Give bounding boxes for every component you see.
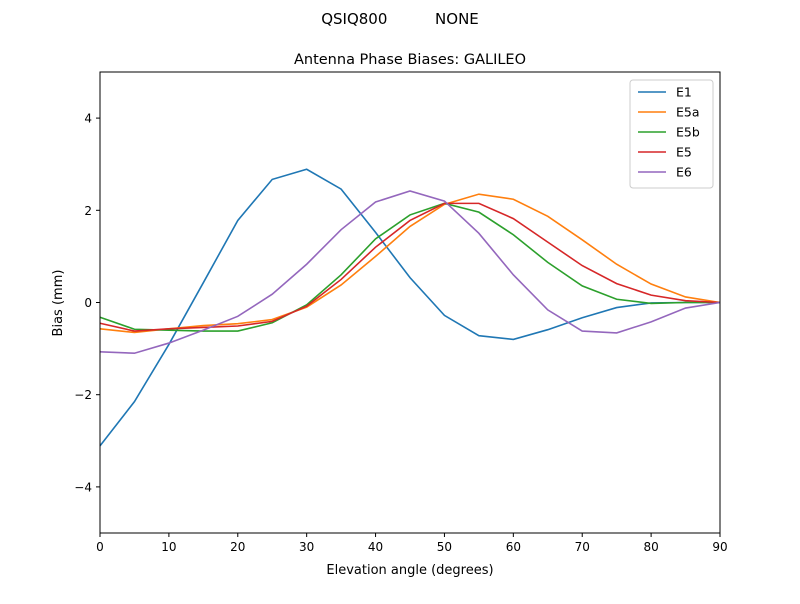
y-tick-label: −4 [74, 480, 92, 494]
y-tick-label: 4 [84, 112, 92, 126]
x-tick-label: 90 [712, 540, 727, 554]
x-tick-label: 20 [230, 540, 245, 554]
series-line-e5b [99, 202, 720, 332]
y-tick-label: −2 [74, 388, 92, 402]
legend-label: E5b [676, 125, 700, 140]
x-tick-label: 0 [96, 540, 104, 554]
series-line-e5 [99, 202, 721, 332]
y-axis-label: Bias (mm) [51, 270, 66, 337]
x-tick-label: 30 [299, 540, 314, 554]
series-line-e1 [99, 168, 720, 447]
x-tick-label: 10 [161, 540, 176, 554]
x-tick-label: 60 [506, 540, 521, 554]
chart-title: Antenna Phase Biases: GALILEO [294, 52, 526, 68]
chart-suptitle: QSIQ800 NONE [321, 10, 479, 28]
legend: E1 E5a E5b E5 E6 [629, 79, 714, 189]
series-line-e5a [99, 193, 721, 334]
x-axis-label: Elevation angle (degrees) [326, 563, 493, 578]
series-line-e6 [99, 190, 721, 355]
legend-box [629, 79, 714, 189]
y-tick-label: 0 [84, 296, 92, 310]
plot-frame [99, 71, 721, 534]
x-tick-label: 80 [643, 540, 658, 554]
legend-label: E5 [676, 145, 692, 160]
x-tick-label: 70 [575, 540, 590, 554]
y-tick-label: 2 [84, 204, 92, 218]
x-tick-label: 50 [437, 540, 452, 554]
legend-label: E6 [676, 165, 692, 180]
legend-label: E1 [676, 85, 692, 100]
legend-label: E5a [676, 105, 700, 120]
x-tick-label: 40 [368, 540, 383, 554]
